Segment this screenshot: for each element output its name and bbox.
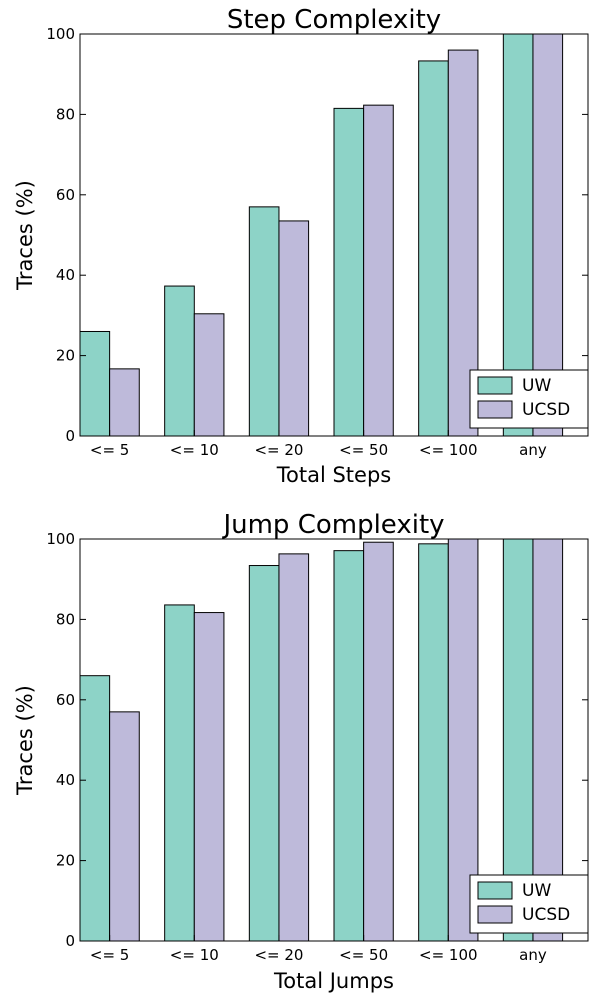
chart-1: 0 20 40 60 80 100 <= 5 <= 10 <= 20 <= 50 <= 100 any… [13,5,589,487]
chart-1-bar-ucsd-3 [278,220,310,437]
chart-2-legend-label-uw: UW [522,881,551,901]
chart-2: 0 20 40 60 80 100 <= 5 <= 10 <= 20 <= 50 <= 100 any… [13,510,589,993]
chart-2-bar-uw-5 [418,543,449,942]
chart-1-ytick-label: 0 [65,427,75,445]
chart-2-bar-ucsd-6 [532,538,564,942]
chart-2-bar-uw-2 [164,604,195,942]
chart-1-ytick-label: 20 [56,347,75,365]
chart-2-xtick-label: any [519,946,547,964]
chart-2-title: Jump Complexity [221,510,444,540]
chart-1-legend-label-uw: UW [522,376,551,396]
chart-2-bar-ucsd-4 [363,541,394,942]
chart-2-xtick-label: <= 50 [339,946,388,964]
chart-1-bar-uw-3 [248,206,280,437]
chart-1-xtick-label: <= 100 [419,441,478,459]
chart-1-ylabel: Traces (%) [13,180,37,291]
chart-2-bar-ucsd-3 [278,553,310,942]
chart-2-legend-swatch-uw [477,881,513,900]
chart-1-xtick-label: <= 5 [90,441,129,459]
chart-2-ytick-label: 0 [65,932,75,950]
chart-2-bar-uw-3 [248,565,280,942]
chart-2-bar-ucsd-1 [109,711,140,942]
chart-2-bar-uw-4 [333,550,365,942]
chart-1-xtick-label: <= 20 [254,441,303,459]
chart-1-bar-uw-1 [79,330,111,437]
chart-1-xlabel: Total Steps [276,463,391,487]
chart-1-bar-uw-6 [502,33,534,437]
chart-2-xtick-label: <= 10 [170,946,219,964]
chart-1-ytick-label: 40 [56,266,75,284]
chart-2-ytick-label: 80 [56,610,75,628]
chart-1-bar-uw-4 [333,107,365,437]
chart-2-bar-ucsd-2 [193,612,225,942]
chart-2-xtick-label: <= 5 [90,946,129,964]
chart-1-plot-frame [79,33,589,437]
chart-1-bar-ucsd-1 [109,368,140,437]
chart-2-ytick-label: 60 [56,691,75,709]
chart-2-ytick-label: 20 [56,852,75,870]
chart-1-title: Step Complexity [227,5,441,35]
chart-1-legend-label-ucsd: UCSD [522,400,570,420]
chart-2-ylabel: Traces (%) [13,685,37,796]
chart-1-xtick-label: <= 10 [170,441,219,459]
chart-1-bar-ucsd-2 [193,313,225,437]
chart-2-plot-frame [79,538,589,942]
chart-2-xtick-label: <= 20 [254,946,303,964]
chart-2-ytick-label: 40 [56,771,75,789]
chart-1-xtick-label: <= 50 [339,441,388,459]
chart-1-bar-uw-5 [418,60,449,437]
chart-1-ytick-label: 80 [56,105,75,123]
chart-2-legend-swatch-ucsd [477,905,513,924]
chart-1-ytick-label: 60 [56,186,75,204]
chart-1-bar-uw-2 [164,285,195,437]
chart-2-bar-uw-1 [79,675,111,942]
chart-1-legend-swatch-ucsd [477,400,513,419]
chart-1-xtick-label: any [519,441,547,459]
chart-2-ytick-label: 100 [46,530,75,548]
chart-2-legend-label-ucsd: UCSD [522,905,570,925]
chart-1-bar-ucsd-4 [363,104,394,437]
chart-1-ytick-label: 100 [46,25,75,43]
chart-2-xtick-label: <= 100 [419,946,478,964]
chart-1-legend-swatch-uw [477,376,513,395]
chart-2-xlabel: Total Jumps [273,969,394,993]
